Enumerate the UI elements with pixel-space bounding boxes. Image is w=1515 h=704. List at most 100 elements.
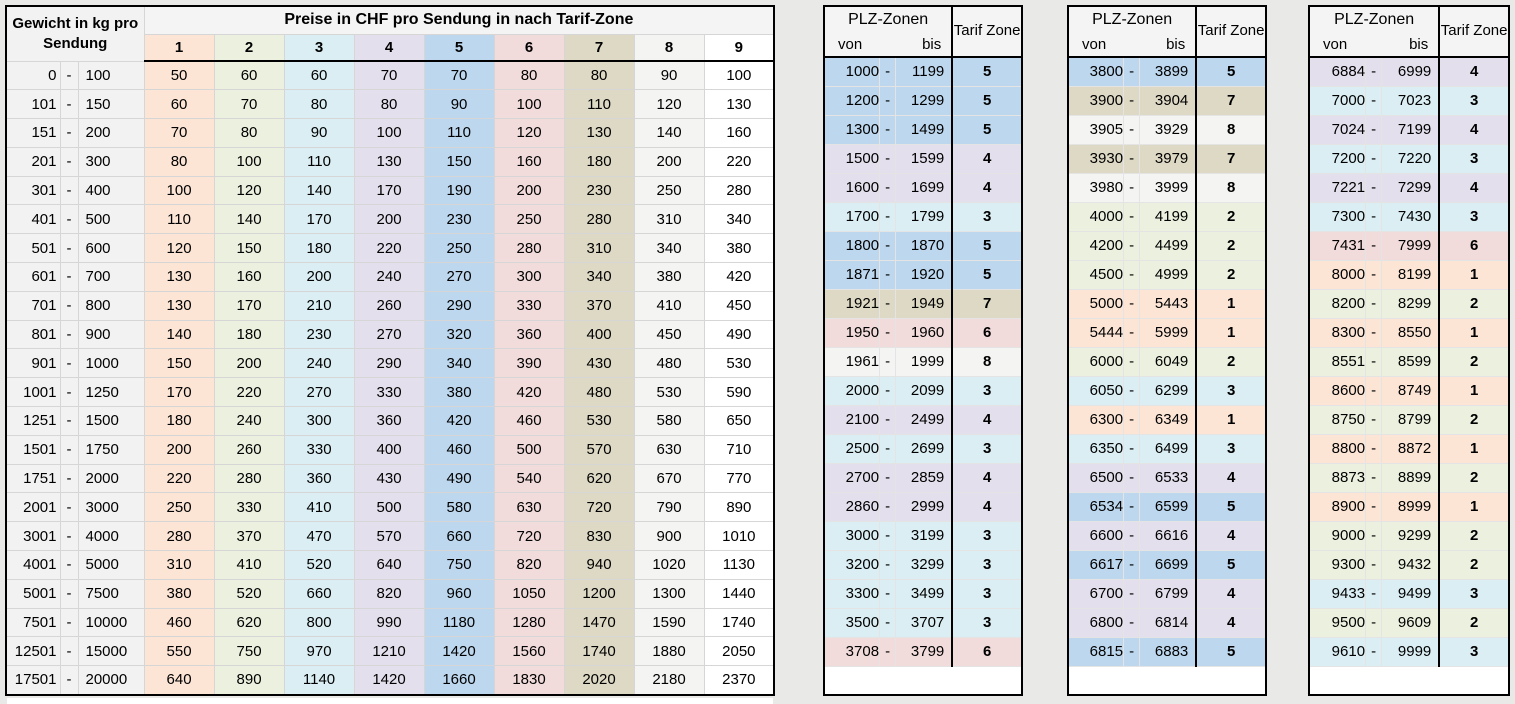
plz-from-cell[interactable]: 7000 [1308,85,1367,116]
price-cell[interactable]: 330 [493,290,565,321]
price-cell[interactable]: 50 [143,60,215,91]
plz-from-cell[interactable]: 1921 [823,288,881,319]
plz-from-cell[interactable]: 7221 [1308,172,1367,203]
price-cell[interactable]: 660 [283,578,355,609]
price-cell[interactable]: 140 [143,319,215,350]
plz-from-cell[interactable]: 3905 [1067,114,1125,145]
price-cell[interactable]: 480 [563,377,635,408]
price-cell[interactable]: 250 [633,175,705,206]
price-cell[interactable]: 400 [563,319,635,350]
weight-to-cell[interactable]: 10000 [77,607,145,638]
plz-from-cell[interactable]: 3900 [1067,85,1125,116]
plz-from-cell[interactable]: 4200 [1067,230,1125,261]
price-cell[interactable]: 340 [423,348,495,379]
price-cell[interactable]: 250 [143,492,215,523]
tarif-zone-cell[interactable]: 6 [951,317,1023,348]
price-cell[interactable]: 1140 [283,665,355,696]
tarif-zone-cell[interactable]: 2 [1438,520,1510,551]
plz-to-cell[interactable]: 6814 [1139,607,1197,638]
price-cell[interactable]: 110 [423,118,495,148]
plz-from-cell[interactable]: 3800 [1067,56,1125,87]
plz-from-cell[interactable]: 1600 [823,172,881,203]
price-cell[interactable]: 280 [703,175,775,206]
price-cell[interactable]: 100 [353,118,425,148]
price-cell[interactable]: 580 [633,406,705,436]
price-cell[interactable]: 490 [423,463,495,494]
plz-to-cell[interactable]: 9499 [1381,578,1440,609]
tarif-zone-cell[interactable]: 4 [1195,578,1267,609]
price-cell[interactable]: 640 [353,550,425,580]
price-cell[interactable]: 890 [213,665,285,696]
price-cell[interactable]: 200 [353,204,425,235]
weight-to-cell[interactable]: 900 [77,319,145,350]
price-cell[interactable]: 60 [213,60,285,91]
weight-from-cell[interactable]: 301 [5,175,61,206]
tarif-zone-cell[interactable]: 1 [1438,317,1510,348]
plz-to-cell[interactable]: 6616 [1139,520,1197,551]
tarif-zone-cell[interactable]: 3 [1438,636,1510,667]
price-cell[interactable]: 60 [143,89,215,120]
plz-to-cell[interactable]: 1870 [895,230,953,261]
tarif-zone-cell[interactable]: 2 [1195,259,1267,290]
price-cell[interactable]: 570 [353,521,425,552]
price-cell[interactable]: 220 [213,377,285,408]
tarif-zone-cell[interactable]: 4 [951,143,1023,174]
plz-from-cell[interactable]: 3300 [823,578,881,609]
plz-to-cell[interactable]: 8799 [1381,404,1440,435]
plz-to-cell[interactable]: 8299 [1381,288,1440,319]
price-cell[interactable]: 330 [353,377,425,408]
price-cell[interactable]: 2180 [633,665,705,696]
price-cell[interactable]: 230 [563,175,635,206]
price-cell[interactable]: 530 [633,377,705,408]
plz-to-cell[interactable]: 3899 [1139,56,1197,87]
tarif-zone-cell[interactable]: 4 [1195,520,1267,551]
plz-to-cell[interactable]: 8550 [1381,317,1440,348]
price-cell[interactable]: 640 [143,665,215,696]
price-cell[interactable]: 1470 [563,607,635,638]
plz-to-cell[interactable]: 1599 [895,143,953,174]
plz-to-cell[interactable]: 8199 [1381,259,1440,290]
price-cell[interactable]: 110 [283,146,355,177]
price-cell[interactable]: 620 [563,463,635,494]
price-cell[interactable]: 340 [633,233,705,264]
plz-from-cell[interactable]: 6050 [1067,375,1125,406]
price-cell[interactable]: 80 [353,89,425,120]
plz-from-cell[interactable]: 1200 [823,85,881,116]
plz-from-cell[interactable]: 9000 [1308,520,1367,551]
weight-from-cell[interactable]: 101 [5,89,61,120]
plz-from-cell[interactable]: 8200 [1308,288,1367,319]
weight-from-cell[interactable]: 151 [5,118,61,148]
price-cell[interactable]: 460 [143,607,215,638]
price-cell[interactable]: 630 [633,434,705,465]
price-cell[interactable]: 460 [423,434,495,465]
plz-to-cell[interactable]: 3979 [1139,143,1197,174]
price-cell[interactable]: 570 [563,434,635,465]
price-cell[interactable]: 230 [423,204,495,235]
plz-from-cell[interactable]: 7024 [1308,114,1367,145]
plz-from-cell[interactable]: 6617 [1067,549,1125,580]
plz-from-cell[interactable]: 6800 [1067,607,1125,638]
price-cell[interactable]: 380 [633,262,705,292]
tarif-zone-cell[interactable]: 3 [951,520,1023,551]
plz-to-cell[interactable]: 7430 [1381,201,1440,232]
price-cell[interactable]: 330 [213,492,285,523]
price-cell[interactable]: 720 [563,492,635,523]
tarif-zone-cell[interactable]: 5 [951,259,1023,290]
tarif-zone-cell[interactable]: 3 [951,549,1023,580]
price-cell[interactable]: 190 [423,175,495,206]
price-cell[interactable]: 410 [633,290,705,321]
price-cell[interactable]: 80 [493,60,565,91]
plz-from-cell[interactable]: 6700 [1067,578,1125,609]
weight-from-cell[interactable]: 701 [5,290,61,321]
plz-from-cell[interactable]: 1300 [823,114,881,145]
price-cell[interactable]: 220 [143,463,215,494]
price-cell[interactable]: 70 [213,89,285,120]
weight-to-cell[interactable]: 3000 [77,492,145,523]
price-cell[interactable]: 1010 [703,521,775,552]
price-cell[interactable]: 130 [143,290,215,321]
plz-from-cell[interactable]: 6300 [1067,404,1125,435]
tarif-zone-cell[interactable]: 8 [1195,172,1267,203]
price-cell[interactable]: 170 [283,204,355,235]
plz-from-cell[interactable]: 3930 [1067,143,1125,174]
plz-from-cell[interactable]: 1800 [823,230,881,261]
